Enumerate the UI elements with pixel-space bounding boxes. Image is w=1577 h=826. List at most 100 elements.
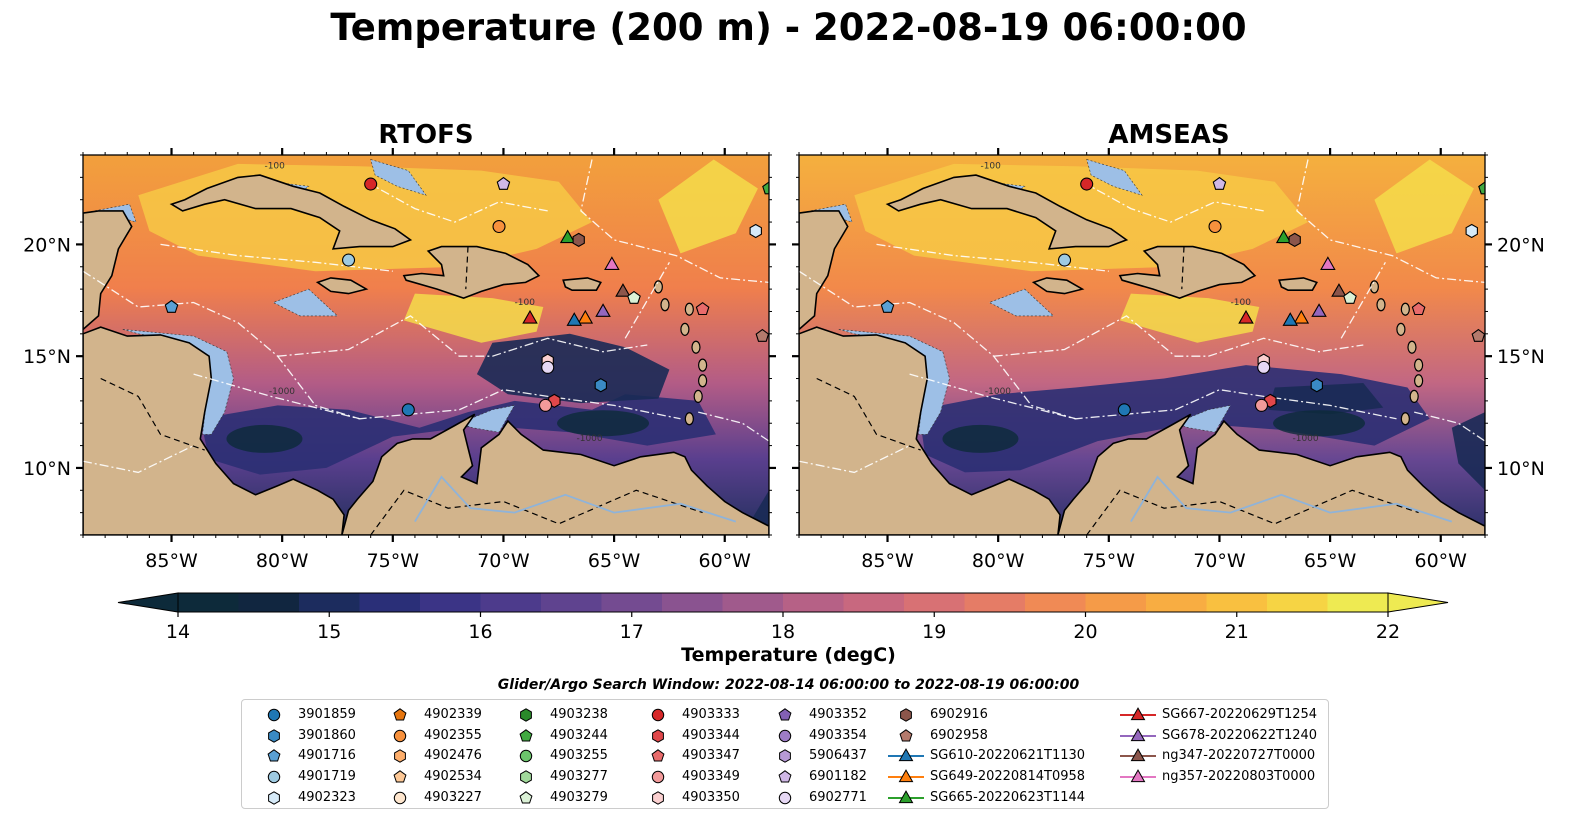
colorbar-tick-label: 15 [317,621,341,641]
lon-tick-label: 60°W [699,550,752,572]
legend-label: 4903279 [550,789,608,805]
cold-core [226,424,303,453]
obs-SG665-20220623T1144-marker [559,229,576,244]
legend-label: 4902355 [424,727,482,743]
lat-tick-label: 20°N [23,234,71,256]
lon-tick-label: 60°W [1415,550,1468,572]
legend-label: 4903347 [682,748,740,764]
obs-4902355-marker [1208,219,1222,234]
colorbar-extend-low [117,592,179,613]
map-panel-rtofs[interactable]: -1000 -100 -1000 -100 85°W 80°W 75°W 70°W 65°W 60… [0,148,790,590]
legend-marker-icon [652,728,664,743]
obs-6902916-marker [572,232,585,248]
figure-title: Temperature (200 m) - 2022-08-19 06:00:0… [330,6,1247,49]
lat-tick-label: 20°N [1497,234,1545,256]
eez-boundary [624,261,670,339]
obs-4902323-marker [1465,223,1478,239]
eez-boundary [1081,181,1264,223]
colorbar-tick-label: 20 [1073,621,1097,641]
legend-marker-icon [1120,707,1156,721]
land-southAmerica [1057,413,1485,535]
legend-label: 6901182 [809,769,867,785]
map-frame [798,154,1486,536]
colorbar-bin [964,593,1026,612]
obs-4903349-marker [538,398,553,412]
warm-water-region [1119,293,1260,343]
obs-4903347-marker [1411,302,1426,316]
country-border [816,377,921,451]
legend-marker-icon [394,749,406,764]
eez-boundary [799,445,910,474]
obs-6902771-marker [541,360,555,374]
cold-core [557,410,650,437]
land-yucatan [799,210,849,331]
map-panel-amseas[interactable]: -1000 -100 -1000 -100 85°W 80°W 75°W 70°W 65°W 60… [716,148,1577,590]
panel-title-rtofs: RTOFS [378,120,474,150]
colorbar-bin [1085,593,1147,612]
colorbar-tick-label: 17 [620,621,644,641]
land-jamaica [315,277,369,295]
legend-label: 4901719 [298,769,356,785]
legend-label: 4903277 [550,769,608,785]
obs-3901860-marker [594,378,607,393]
lat-tick-label: 10°N [1497,458,1545,480]
colorbar-bin [904,593,965,612]
obs-6902771-marker [1257,360,1271,374]
legend-label: 6902916 [930,707,988,722]
legend-marker-icon [267,708,281,722]
legend-label: 4902323 [298,789,356,805]
island [684,302,694,316]
obs-SG667-20220629T1254-marker [522,309,538,324]
legend-marker-icon [778,729,792,742]
map-frame [82,154,770,536]
legend-marker-icon [1120,727,1156,741]
colorbar-tick-label: 21 [1225,621,1249,641]
island [1414,358,1424,372]
obs-SG678-20220622T1240-marker [1311,303,1327,317]
legend-marker-icon [268,791,280,805]
island [1376,298,1386,312]
island [684,412,694,426]
island [698,374,708,388]
legend-label: 4903354 [809,727,867,743]
legend-marker-icon [778,708,792,721]
shallow-shelf [988,288,1055,317]
land-puertoRico [562,277,602,291]
land-hispaniola [402,245,541,299]
cold-core [1273,410,1366,437]
legend-marker-icon [651,770,665,784]
legend-marker-icon [519,790,533,804]
lon-tick-label: 75°W [367,550,420,572]
contour-label: -100 [264,161,285,171]
legend-label: 4903227 [424,789,482,805]
obs-ng347-20220727T0000-marker [615,283,631,297]
cold-water-region [1268,383,1384,415]
colorbar-bin [238,593,300,612]
legend-marker-icon [393,708,407,721]
legend-label: ng357-20220803T0000 [1162,769,1316,785]
colorbar-bin [1267,593,1328,612]
obs-3901859-marker [1117,403,1131,417]
contour-label: -1000 [1292,434,1318,444]
obs-SG610-20220621T1130-marker [566,312,583,326]
land-cuba [885,174,1129,250]
lon-tick-label: 70°W [1193,550,1246,572]
obs-4901719-marker [1058,253,1072,267]
legend-marker-icon [900,708,912,722]
obs-SG667-20220629T1254-marker [1238,309,1254,324]
cold-water-region [1451,412,1485,491]
legend-marker-icon [651,749,665,762]
colorbar-tick-label: 22 [1376,621,1400,641]
obs-4903333-marker [364,177,378,191]
legend-title: Glider/Argo Search Window: 2022-08-14 06… [497,677,1080,693]
legend-label: 3901860 [298,727,356,743]
island [1407,340,1417,354]
contour-label: -1000 [269,387,295,397]
obs-SG610-20220621T1130-marker [1282,312,1299,326]
map-area: -1000 -100 -1000 -100 85°W 80°W 75°W 70°W 65°W 60… [23,148,776,572]
warm-water-region [658,159,758,254]
shallow-shelf [458,404,516,433]
eez-boundary [799,270,1076,420]
panel-title-amseas: AMSEAS [1108,120,1230,150]
obs-4901716-marker [880,299,895,313]
